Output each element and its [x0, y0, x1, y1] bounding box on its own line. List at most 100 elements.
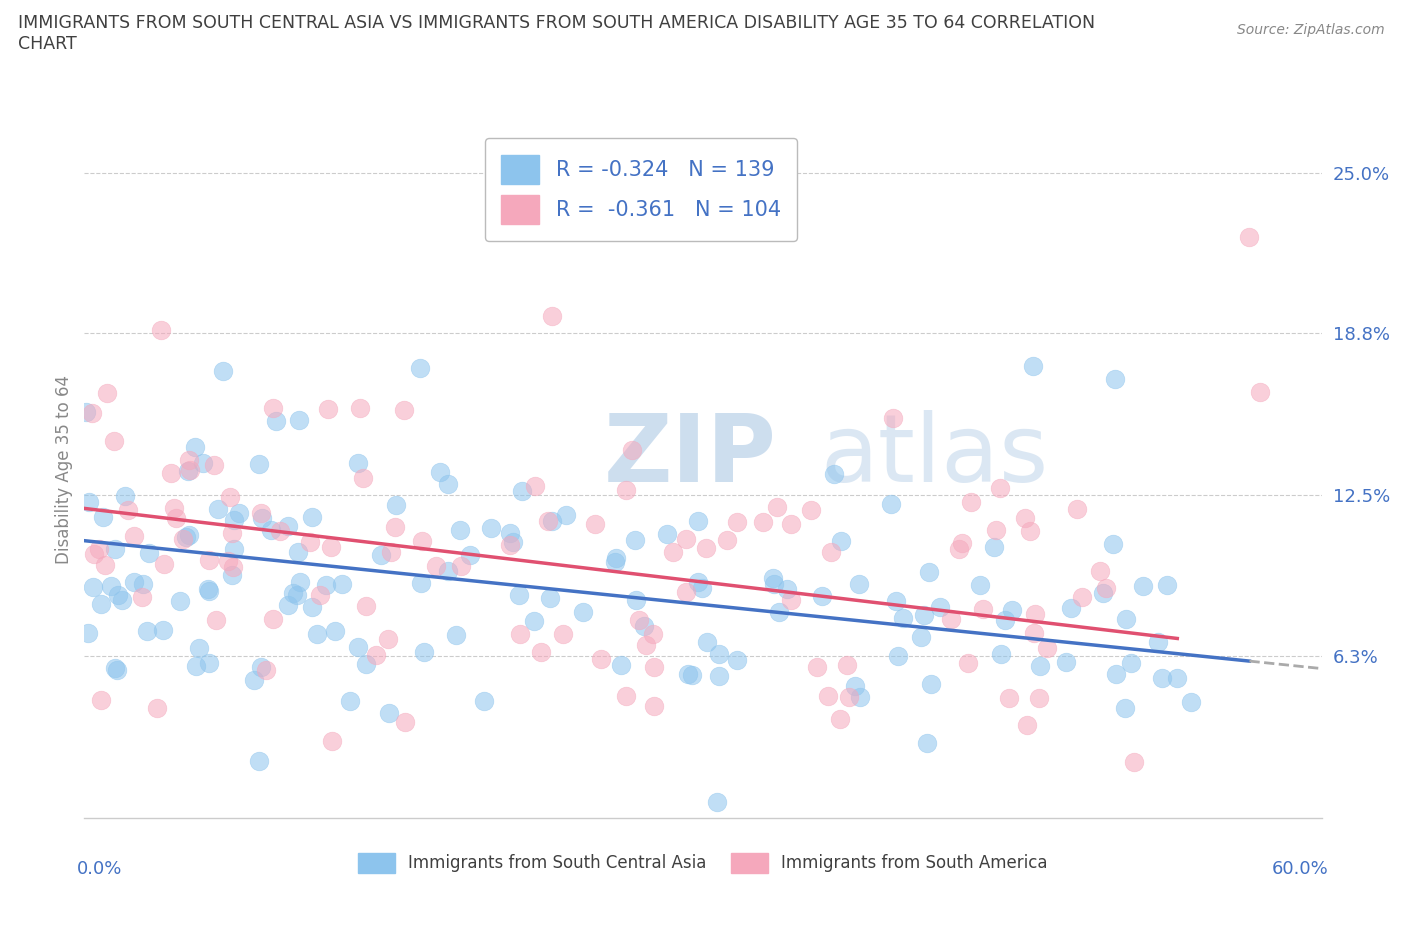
Point	[835, 658, 858, 672]
Point	[136, 624, 159, 639]
Point	[572, 604, 595, 619]
Point	[605, 551, 627, 565]
Point	[349, 401, 371, 416]
Text: atlas: atlas	[821, 410, 1049, 501]
Point	[1123, 754, 1146, 769]
Point	[768, 604, 790, 619]
Point	[969, 578, 991, 592]
Point	[77, 495, 100, 510]
Point	[472, 694, 495, 709]
Point	[321, 734, 343, 749]
Point	[1017, 717, 1039, 732]
Point	[1180, 694, 1202, 709]
Point	[1102, 537, 1125, 551]
Point	[882, 410, 904, 425]
Point	[122, 528, 145, 543]
Point	[105, 663, 128, 678]
Point	[1147, 635, 1170, 650]
Point	[627, 613, 650, 628]
Point	[177, 527, 200, 542]
Point	[187, 641, 209, 656]
Point	[762, 570, 785, 585]
Point	[425, 559, 447, 574]
Point	[228, 506, 250, 521]
Point	[174, 529, 197, 544]
Point	[675, 585, 697, 600]
Point	[510, 484, 533, 498]
Point	[93, 558, 115, 573]
Point	[315, 578, 337, 593]
Point	[920, 677, 942, 692]
Point	[1092, 585, 1115, 600]
Point	[538, 591, 561, 605]
Point	[222, 560, 245, 575]
Point	[378, 705, 401, 720]
Point	[1088, 564, 1111, 578]
Point	[385, 498, 408, 512]
Point	[266, 413, 288, 428]
Point	[779, 516, 801, 531]
Point	[138, 545, 160, 560]
Point	[356, 599, 378, 614]
Point	[915, 736, 938, 751]
Point	[319, 539, 342, 554]
Point	[634, 638, 657, 653]
Point	[83, 547, 105, 562]
Point	[332, 577, 354, 591]
Point	[184, 659, 207, 674]
Point	[75, 405, 97, 419]
Point	[910, 630, 932, 644]
Point	[82, 405, 104, 420]
Point	[262, 401, 284, 416]
Point	[752, 514, 775, 529]
Point	[77, 626, 100, 641]
Point	[624, 592, 647, 607]
Point	[288, 413, 311, 428]
Point	[104, 660, 127, 675]
Point	[90, 596, 112, 611]
Point	[725, 653, 748, 668]
Point	[103, 433, 125, 448]
Point	[1104, 372, 1126, 387]
Point	[523, 478, 546, 493]
Text: 60.0%: 60.0%	[1272, 860, 1329, 878]
Point	[222, 541, 245, 556]
Point	[436, 563, 458, 578]
Point	[502, 534, 524, 549]
Point	[198, 552, 221, 567]
Point	[706, 795, 728, 810]
Point	[643, 660, 665, 675]
Point	[354, 657, 377, 671]
Point	[347, 456, 370, 471]
Point	[449, 523, 471, 538]
Point	[450, 558, 472, 573]
Point	[281, 585, 304, 600]
Point	[499, 538, 522, 552]
Point	[1152, 671, 1174, 685]
Point	[1024, 626, 1046, 641]
Point	[1018, 524, 1040, 538]
Point	[90, 693, 112, 708]
Point	[217, 553, 239, 568]
Point	[250, 511, 273, 525]
Point	[1104, 667, 1126, 682]
Point	[153, 556, 176, 571]
Point	[1239, 230, 1261, 245]
Point	[221, 526, 243, 541]
Point	[823, 467, 845, 482]
Point	[380, 544, 402, 559]
Point	[603, 555, 626, 570]
Point	[817, 689, 839, 704]
Point	[412, 644, 434, 659]
Point	[725, 514, 748, 529]
Point	[191, 456, 214, 471]
Point	[352, 471, 374, 485]
Point	[1119, 656, 1142, 671]
Point	[523, 613, 546, 628]
Point	[184, 439, 207, 454]
Point	[830, 534, 852, 549]
Point	[1095, 580, 1118, 595]
Point	[1249, 385, 1271, 400]
Point	[555, 508, 578, 523]
Point	[169, 593, 191, 608]
